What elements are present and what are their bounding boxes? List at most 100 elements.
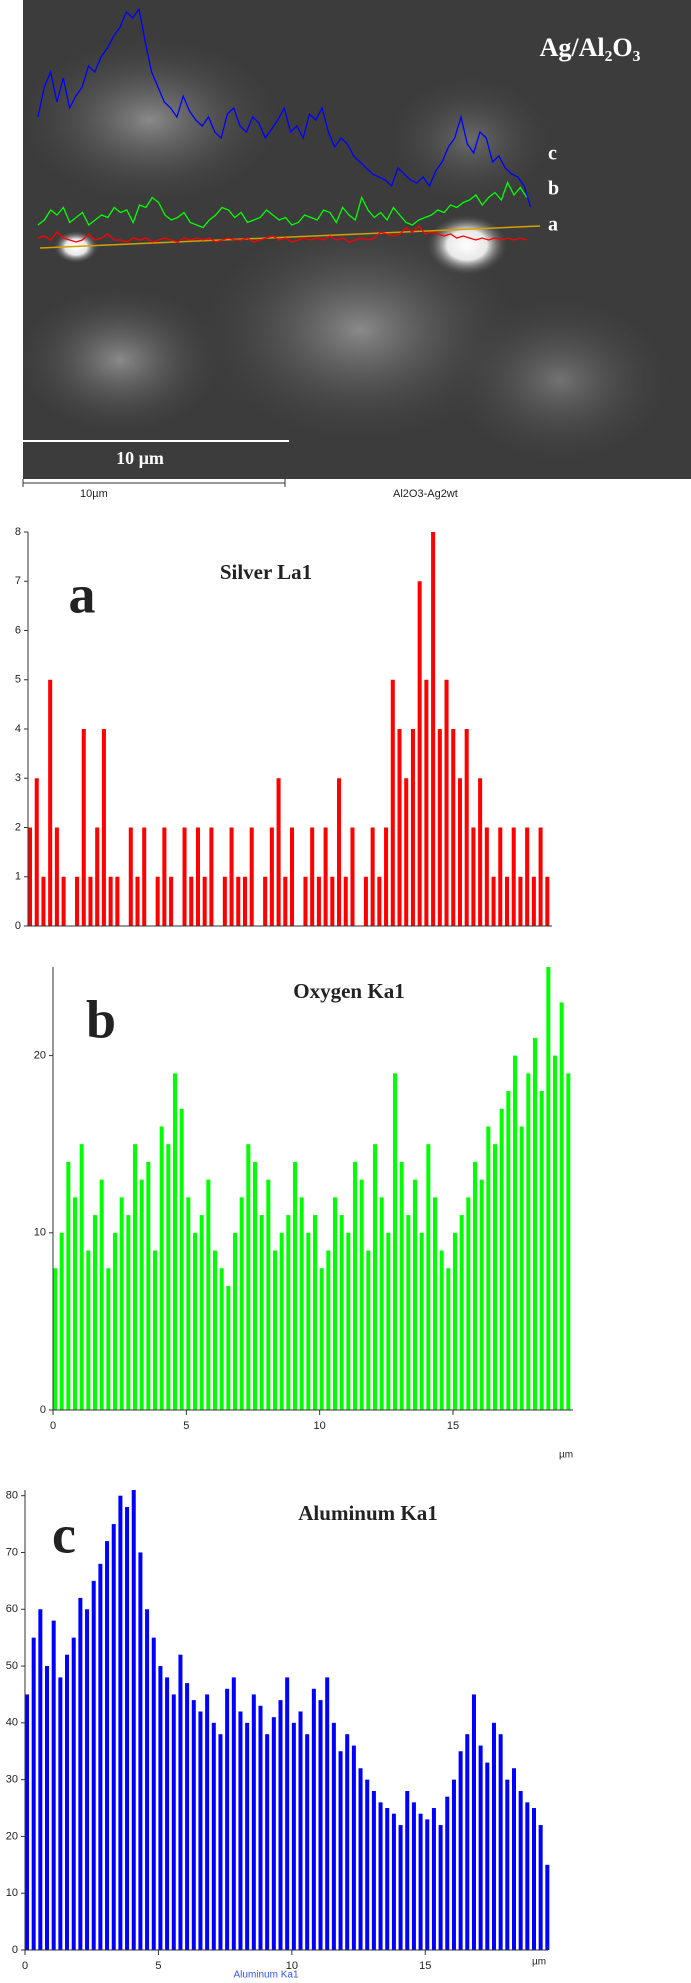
bar — [48, 679, 53, 926]
bar — [438, 1825, 443, 1950]
bar — [345, 1734, 350, 1950]
bar — [125, 1507, 130, 1950]
bar — [205, 1694, 210, 1950]
y-tick-label: 20 — [34, 1050, 46, 1062]
bar — [258, 1705, 263, 1950]
bar — [229, 827, 234, 926]
bar — [484, 827, 489, 926]
bar — [118, 1495, 123, 1950]
bar — [505, 1779, 510, 1950]
bar — [373, 1144, 377, 1410]
bar — [222, 876, 227, 926]
bar — [158, 1666, 163, 1950]
sem-texture — [23, 280, 230, 440]
bar — [98, 1563, 103, 1950]
bar — [525, 1802, 530, 1950]
footer-label: Aluminum Ka1 — [233, 1970, 298, 1981]
bar — [225, 1688, 230, 1950]
x-tick-label: 15 — [419, 1960, 431, 1972]
bar — [31, 1637, 36, 1950]
y-tick-label: 0 — [40, 1404, 46, 1416]
bar — [464, 729, 469, 926]
bar — [151, 1637, 156, 1950]
bar — [182, 827, 187, 926]
bar — [378, 1802, 383, 1950]
bar — [91, 1580, 96, 1950]
bar — [451, 1779, 456, 1950]
bar — [525, 827, 530, 926]
bar — [478, 778, 483, 926]
bar — [418, 1813, 423, 1950]
bar — [189, 876, 194, 926]
bar — [138, 1552, 143, 1950]
bar — [88, 876, 93, 926]
sem-texture — [380, 70, 560, 210]
bar — [431, 1808, 436, 1950]
bar — [518, 876, 523, 926]
bar — [406, 1215, 411, 1410]
bar — [293, 1161, 297, 1410]
bar — [444, 679, 449, 926]
chart-title: Aluminum Ka1 — [298, 1501, 437, 1525]
bar — [273, 1250, 277, 1410]
bar — [101, 729, 106, 926]
scale-bar-label: 10 µm — [116, 448, 164, 468]
bar — [384, 827, 389, 926]
bar — [531, 1808, 536, 1950]
sem-title: Ag/Al₂O₃ — [540, 33, 641, 62]
y-tick-label: 2 — [15, 821, 21, 833]
bar — [209, 827, 214, 926]
bar — [493, 1144, 497, 1410]
y-tick-label: 8 — [15, 526, 21, 538]
bar — [319, 1268, 324, 1410]
bar — [236, 876, 241, 926]
bar — [398, 1825, 403, 1950]
sem-texture — [23, 30, 290, 210]
bar — [106, 1268, 111, 1410]
bar — [425, 1819, 430, 1950]
bar — [318, 1700, 323, 1950]
bar — [459, 1215, 464, 1410]
bar — [498, 827, 503, 926]
bar — [146, 1161, 151, 1410]
bar — [399, 1161, 404, 1410]
bar — [113, 1232, 117, 1410]
bar — [531, 876, 536, 926]
bar — [379, 1197, 384, 1410]
bar — [306, 1232, 311, 1410]
bar — [65, 1654, 70, 1950]
bar — [219, 1268, 224, 1410]
bar — [385, 1808, 390, 1950]
bar — [53, 1268, 57, 1410]
bar — [299, 1197, 304, 1410]
bar — [115, 876, 120, 926]
bar — [363, 876, 368, 926]
bar — [471, 827, 476, 926]
bar — [526, 1073, 531, 1410]
panel-label: a — [69, 564, 96, 624]
bar — [75, 876, 80, 926]
bar — [511, 1768, 516, 1950]
bar — [206, 1179, 211, 1410]
bar — [426, 1144, 431, 1410]
bar — [533, 1037, 537, 1410]
sem-image: Ag/Al₂O₃ 10 µm — [23, 0, 691, 479]
bar — [479, 1179, 484, 1410]
bar — [159, 1126, 164, 1410]
bar — [135, 876, 140, 926]
bar — [419, 1232, 424, 1410]
bar — [249, 827, 254, 926]
bar — [445, 1796, 450, 1950]
bar — [173, 1073, 177, 1410]
bar — [85, 1609, 90, 1950]
bar — [397, 729, 402, 926]
bar — [545, 876, 550, 926]
bar — [153, 1250, 157, 1410]
bar — [95, 827, 100, 926]
profile-overlay — [37, 7, 532, 243]
bar — [28, 827, 33, 926]
bar — [105, 1541, 110, 1950]
bar — [417, 581, 422, 926]
bar — [353, 1161, 357, 1410]
bar — [511, 827, 516, 926]
